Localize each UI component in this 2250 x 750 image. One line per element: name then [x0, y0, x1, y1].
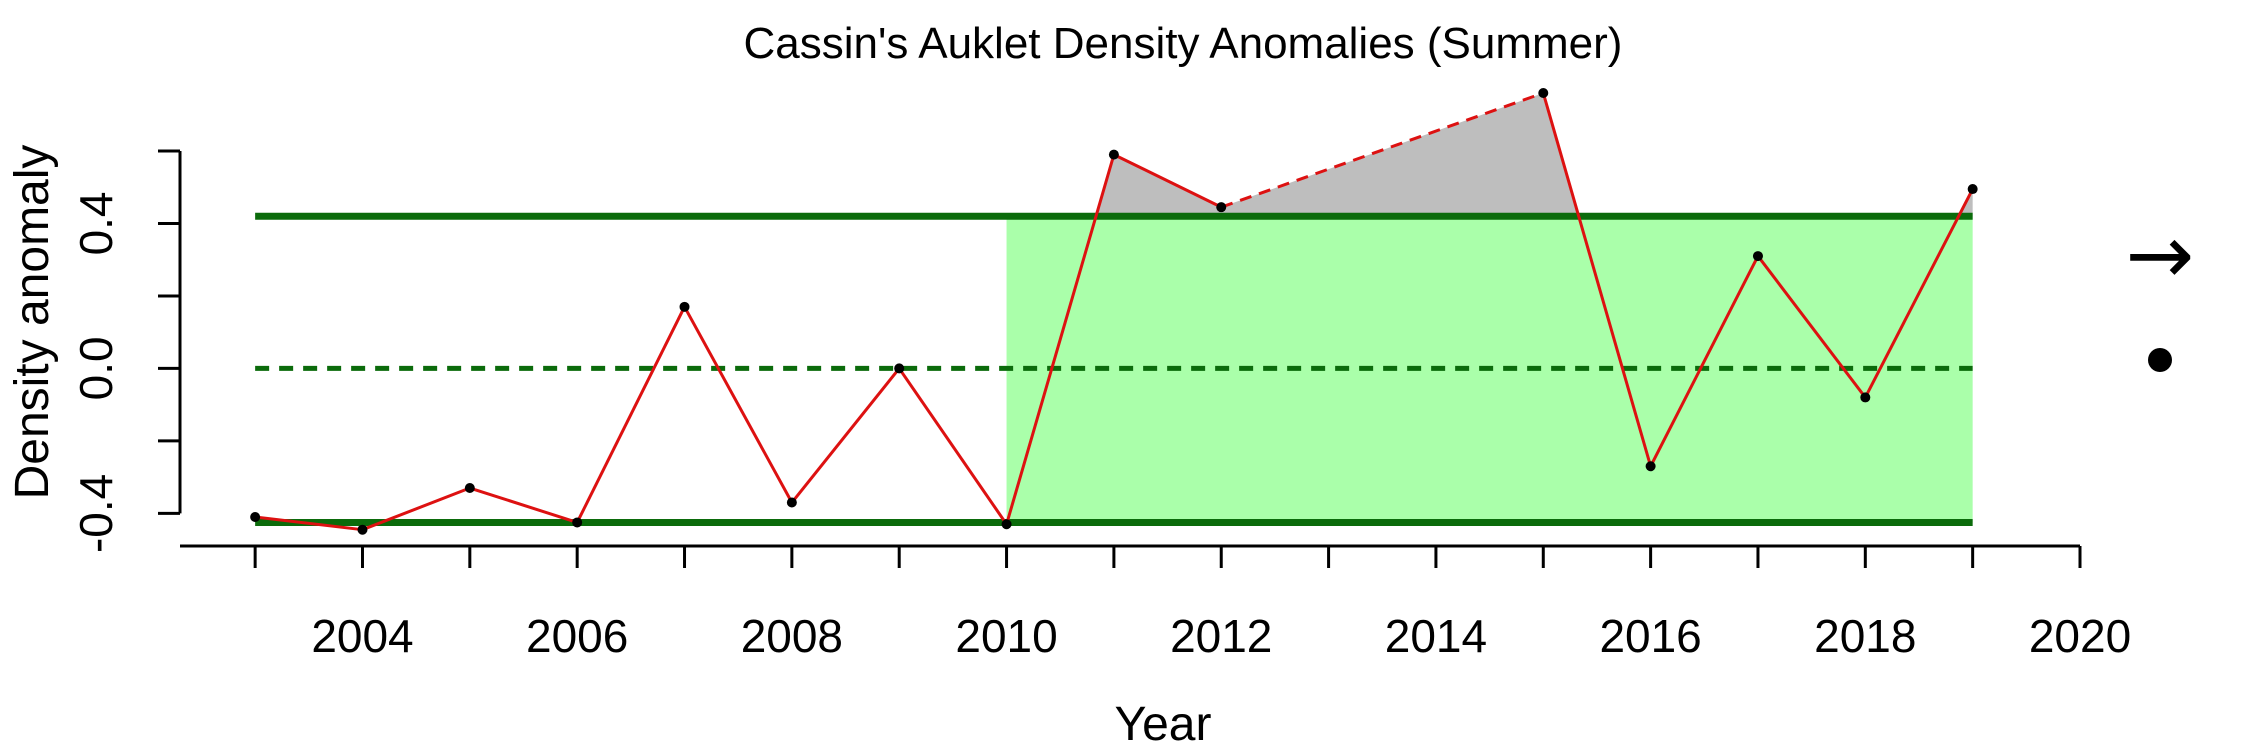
series-segment: [254, 515, 363, 532]
data-point: [894, 363, 905, 374]
x-tick-label: 2014: [1385, 610, 1487, 662]
reference-lines-layer: [255, 212, 1973, 526]
data-point: [250, 512, 261, 523]
data-point: [464, 483, 475, 494]
series-layer: [250, 88, 1978, 535]
trend-arrow-icon: →: [2126, 208, 2195, 303]
y-axis-title: Density anomaly: [6, 145, 59, 500]
series-segment: [1756, 255, 1867, 399]
recent-mean-dot-icon: [2148, 348, 2172, 372]
x-tick-label: 2012: [1170, 610, 1272, 662]
background-layer: [1006, 93, 1973, 523]
x-tick-label: 2004: [311, 610, 413, 662]
series-segment: [683, 306, 794, 504]
above-threshold-fill: [1096, 93, 1579, 217]
series-segment: [469, 486, 578, 524]
chart-title: Cassin's Auklet Density Anomalies (Summe…: [744, 19, 1623, 68]
series-segment: [1005, 154, 1116, 525]
data-point: [786, 497, 797, 508]
axes-layer: 2004 2006 2008 2010 2012 2014 2016 2018 2020 -0.4…: [70, 149, 2131, 662]
x-tick-label: 2016: [1599, 610, 1701, 662]
y-tick-label: 0.0: [70, 336, 122, 400]
data-point: [1001, 519, 1012, 530]
series-segment: [1541, 92, 1653, 467]
data-point: [572, 517, 583, 528]
data-point: [1108, 149, 1119, 160]
series-segment: [361, 486, 471, 532]
data-point: [1216, 202, 1227, 213]
x-tick-label: 2010: [955, 610, 1057, 662]
series-segment: [790, 367, 901, 504]
y-tick-label: 0.4: [70, 191, 122, 255]
series-segment: [897, 367, 1008, 526]
data-point: [1967, 184, 1978, 195]
x-tick-label: 2006: [526, 610, 628, 662]
x-tick-label: 2020: [2029, 610, 2131, 662]
data-point: [1538, 88, 1549, 98]
series-segment: [1649, 255, 1760, 467]
x-tick-label: 2008: [741, 610, 843, 662]
series-gap-segment: [1220, 91, 1544, 209]
data-point: [357, 524, 368, 535]
data-point: [1752, 251, 1763, 262]
data-point: [1645, 461, 1656, 472]
series-segment: [1113, 153, 1222, 209]
data-point: [679, 301, 690, 312]
data-point: [1860, 392, 1871, 403]
x-axis-title: Year: [1115, 698, 1212, 750]
y-tick-label: -0.4: [70, 474, 122, 553]
series-segment: [1863, 188, 1974, 399]
x-tick-label: 2018: [1814, 610, 1916, 662]
series-segment: [575, 306, 686, 524]
